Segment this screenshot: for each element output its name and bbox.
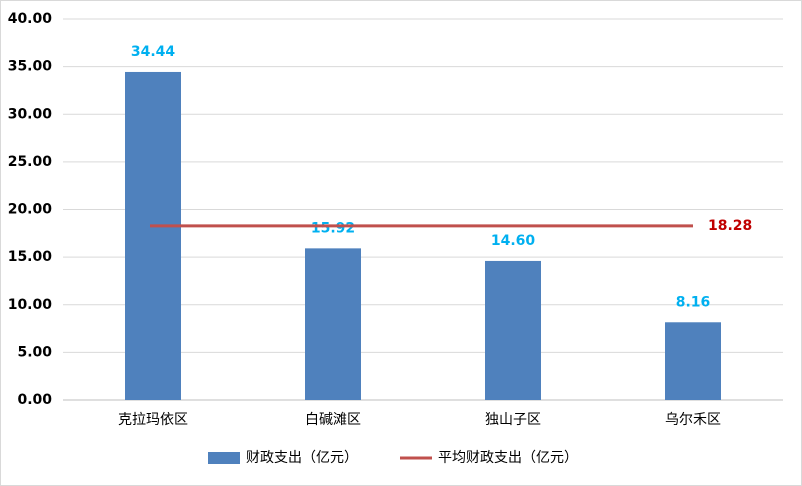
bar bbox=[305, 248, 361, 400]
legend-swatch bbox=[208, 452, 240, 464]
x-tick-label: 克拉玛依区 bbox=[118, 412, 188, 428]
data-label: 18.28 bbox=[708, 218, 752, 234]
y-tick-label: 20.00 bbox=[8, 202, 53, 218]
data-label: 15.92 bbox=[311, 220, 355, 236]
y-tick-label: 35.00 bbox=[8, 59, 53, 75]
y-tick-label: 5.00 bbox=[17, 344, 52, 360]
legend-label: 平均财政支出（亿元） bbox=[438, 450, 578, 466]
legend-label: 财政支出（亿元） bbox=[246, 450, 358, 466]
bar bbox=[485, 260, 541, 400]
y-tick-label: 10.00 bbox=[8, 297, 53, 313]
x-tick-label: 白碱滩区 bbox=[305, 412, 361, 428]
x-tick-label: 独山子区 bbox=[485, 412, 541, 428]
y-tick-label: 30.00 bbox=[8, 106, 53, 122]
data-label: 8.16 bbox=[676, 294, 711, 310]
y-tick-label: 15.00 bbox=[8, 249, 53, 265]
data-label: 34.44 bbox=[131, 44, 176, 60]
y-tick-label: 0.00 bbox=[17, 392, 52, 408]
data-label: 14.60 bbox=[491, 233, 536, 249]
bar bbox=[125, 71, 181, 401]
y-tick-label: 25.00 bbox=[8, 154, 53, 170]
x-tick-label: 乌尔禾区 bbox=[665, 412, 721, 428]
bar bbox=[665, 322, 721, 400]
y-tick-label: 40.00 bbox=[8, 11, 53, 27]
